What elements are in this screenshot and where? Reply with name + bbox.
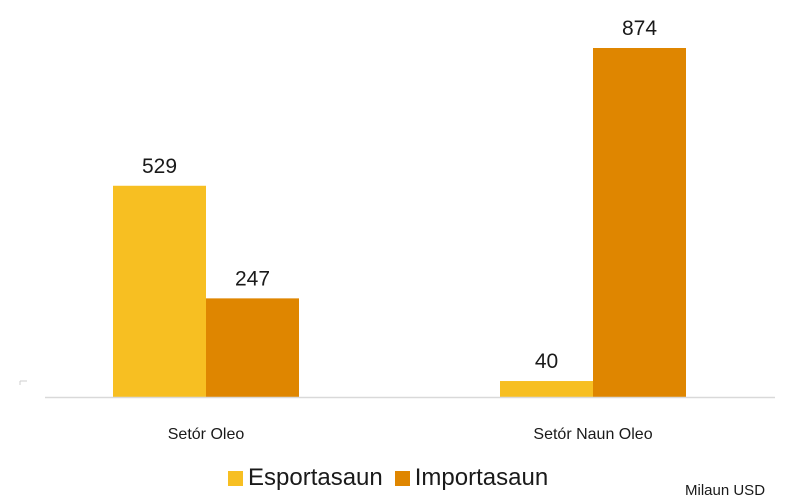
bar-importasaun-1 bbox=[593, 48, 686, 397]
category-labels-group: Setór Oleo Setór Naun Oleo bbox=[168, 426, 653, 443]
unit-note: Milaun USD bbox=[685, 482, 766, 499]
value-label-esportasaun-0: 529 bbox=[142, 155, 177, 178]
legend: Esportasaun Importasaun bbox=[228, 463, 560, 493]
legend-item-esportasaun: Esportasaun bbox=[228, 464, 383, 492]
legend-label-esportasaun: Esportasaun bbox=[248, 464, 383, 491]
bars-group bbox=[113, 48, 686, 397]
legend-label-importasaun: Importasaun bbox=[414, 464, 549, 491]
legend-swatch-importasaun bbox=[394, 470, 410, 486]
bar-esportasaun-0 bbox=[113, 185, 206, 397]
value-label-esportasaun-1: 40 bbox=[535, 350, 558, 373]
legend-swatch-esportasaun bbox=[228, 470, 243, 486]
bar-esportasaun-1 bbox=[500, 381, 593, 397]
value-labels-group: 529 247 40 874 bbox=[142, 17, 657, 373]
value-label-importasaun-1: 874 bbox=[622, 17, 657, 40]
category-label-0: Setór Oleo bbox=[168, 426, 245, 443]
category-label-1: Setór Naun Oleo bbox=[533, 426, 652, 443]
legend-item-importasaun: Importasaun bbox=[394, 464, 549, 492]
bar-importasaun-0 bbox=[206, 298, 299, 397]
value-label-importasaun-0: 247 bbox=[235, 267, 270, 290]
bar-chart: 529 247 40 874 Setór Oleo Setór Naun Oleo bbox=[19, 17, 775, 443]
